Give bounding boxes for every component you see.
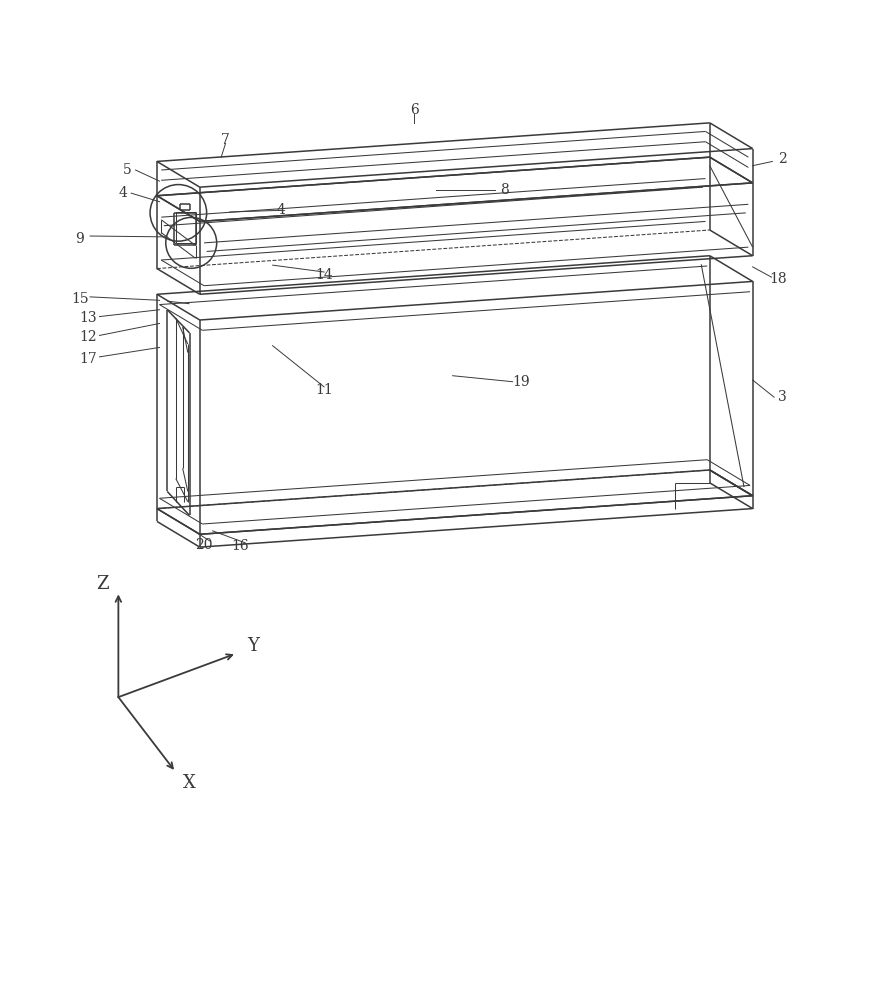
Text: 8: 8: [500, 183, 509, 197]
Text: 4: 4: [277, 203, 286, 217]
Text: 13: 13: [79, 311, 98, 325]
Text: 6: 6: [409, 103, 418, 117]
Text: 5: 5: [123, 163, 132, 177]
Text: Y: Y: [247, 637, 259, 655]
Text: X: X: [183, 774, 196, 792]
Text: 20: 20: [195, 538, 213, 552]
Text: 16: 16: [232, 539, 249, 553]
Text: 17: 17: [79, 352, 98, 366]
Text: 4: 4: [118, 186, 127, 200]
Text: 3: 3: [779, 390, 787, 404]
Text: 19: 19: [512, 375, 530, 389]
Text: Z: Z: [97, 575, 109, 593]
Text: 11: 11: [315, 383, 333, 397]
Text: 12: 12: [79, 330, 98, 344]
Text: 7: 7: [221, 133, 230, 147]
Text: 15: 15: [71, 292, 89, 306]
Text: 14: 14: [315, 268, 333, 282]
Text: 18: 18: [770, 272, 787, 286]
Text: 2: 2: [779, 152, 787, 166]
Text: 9: 9: [76, 232, 84, 246]
